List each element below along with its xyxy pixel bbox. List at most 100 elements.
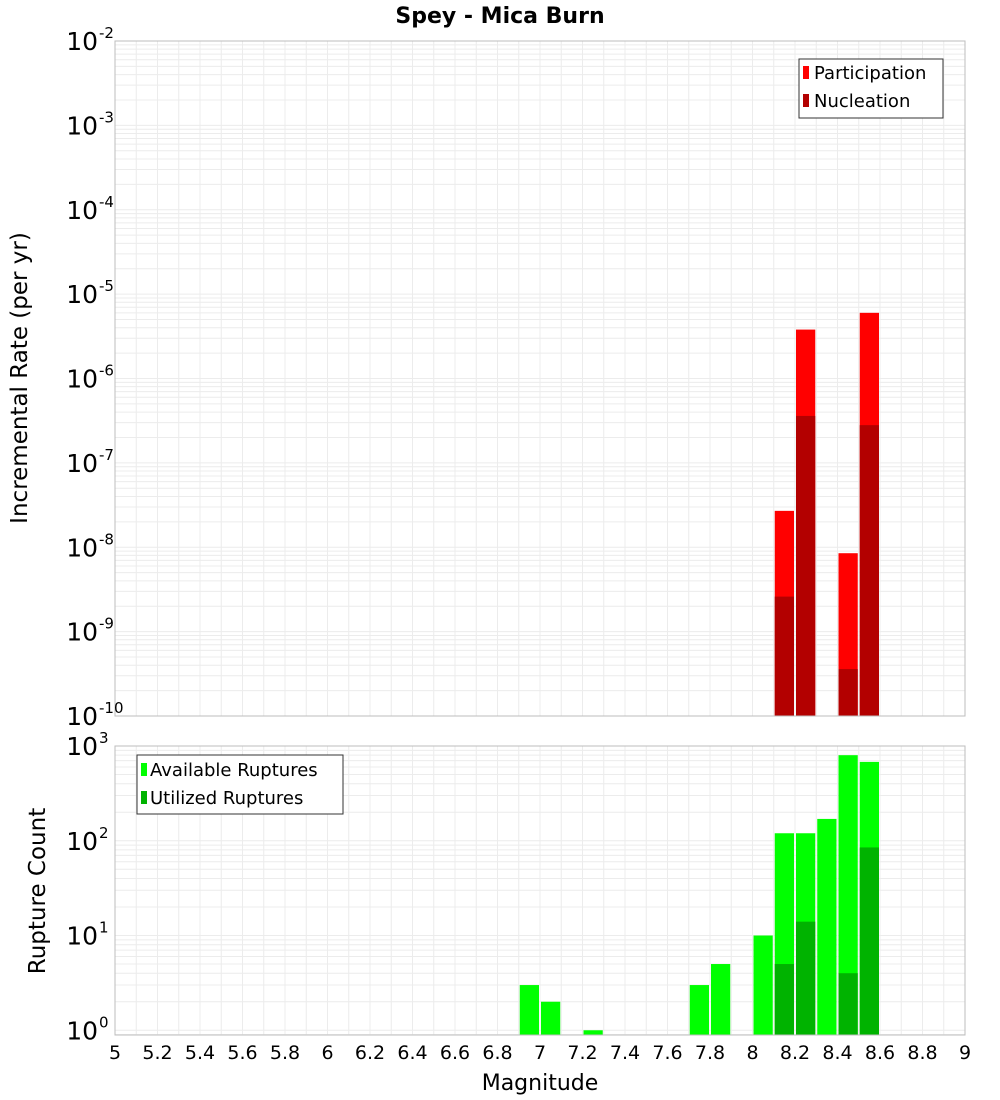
x-axis-ticks: 5 5.2 5.4 5.6 5.8 6 6.2 6.4 6.6 6.8 7 7.2 7.4 7.6 7.8 8… [109,1042,971,1064]
count-panel-frame [114,745,966,1036]
rate-y-tick: 10 -9 [66,615,114,647]
count-legend: Available Ruptures Utilized Ruptures [136,754,344,815]
x-tick-label: 6.8 [482,1042,512,1064]
rate-y-tick-base: 10 [66,196,98,225]
rate-bar-nucleation [774,596,794,716]
rate-y-tick-base: 10 [66,111,98,140]
rate-bar-nucleation [859,425,879,716]
available-legend-label: Available Ruptures [150,760,318,781]
count-bar-utilized-ruptures [796,921,816,1035]
x-tick-label: 7.6 [652,1042,682,1064]
count-y-tick-exponent: 1 [99,919,109,937]
rate-y-tick-exponent: -6 [99,362,114,380]
x-tick-label: 5.2 [142,1042,172,1064]
x-tick-label: 6.4 [397,1042,427,1064]
count-legend-box [136,754,344,815]
count-y-tick-base: 10 [66,922,98,951]
x-tick-label: 9 [959,1042,971,1064]
chart-title: Spey - Mica Burn [395,4,604,29]
rate-y-tick-base: 10 [66,618,98,647]
count-panel-bars [519,755,879,1035]
rate-y-tick: 10 -7 [66,446,114,478]
participation-legend-swatch [803,66,809,79]
count-y-tick-exponent: 3 [99,729,109,747]
rate-y-tick: 10 -2 [66,24,114,56]
rate-y-tick-base: 10 [66,449,98,478]
x-tick-label: 8.4 [822,1042,852,1064]
rate-panel-bars [774,312,879,716]
count-y-tick-base: 10 [66,732,98,761]
count-y-tick-exponent: 2 [99,824,109,842]
count-bar-utilized-ruptures [838,973,858,1035]
rate-bar-nucleation [838,669,858,716]
count-y-tick-base: 10 [66,827,98,856]
rate-y-tick-exponent: -9 [99,615,114,633]
x-axis-label: Magnitude [482,1071,599,1096]
count-bar-available-ruptures [711,964,731,1035]
x-tick-label: 5.8 [270,1042,300,1064]
count-y-tick: 10 1 [66,919,108,951]
x-tick-label: 7.8 [695,1042,725,1064]
rate-y-tick-base: 10 [66,27,98,56]
rate-y-tick-exponent: -4 [99,193,114,211]
rate-legend: Participation Nucleation [798,58,944,119]
count-bar-available-ruptures [689,985,709,1035]
nucleation-legend-label: Nucleation [814,91,910,112]
rate-y-tick: 10 -10 [66,699,123,731]
rate-y-axis-label: Incremental Rate (per yr) [7,232,33,524]
rate-y-tick: 10 -8 [66,530,114,562]
participation-legend-label: Participation [814,63,926,84]
x-tick-label: 7 [534,1042,546,1064]
count-bar-available-ruptures [753,935,773,1035]
rate-legend-box [798,58,944,119]
rate-y-tick-exponent: -8 [99,530,114,548]
count-y-axis-label: Rupture Count [25,808,51,974]
x-tick-label: 6 [321,1042,333,1064]
rate-y-tick-exponent: -2 [99,24,114,42]
rate-panel-grid [114,41,966,717]
count-bar-available-ruptures [541,1001,561,1035]
rate-y-tick-base: 10 [66,702,98,731]
count-y-tick-exponent: 0 [99,1013,109,1031]
x-tick-label: 6.2 [355,1042,385,1064]
utilized-legend-swatch [141,791,147,804]
rate-y-tick-base: 10 [66,365,98,394]
rate-bar-nucleation [796,415,816,716]
count-bar-available-ruptures [583,1030,603,1035]
rate-y-tick: 10 -3 [66,108,114,140]
rate-panel: 10-210-310-410-510-610-710-810-910-10 In… [7,24,966,731]
rate-y-tick-base: 10 [66,280,98,309]
rate-panel-frame [114,40,966,717]
rate-y-tick: 10 -4 [66,193,114,225]
x-tick-label: 7.2 [567,1042,597,1064]
rate-y-tick: 10 -6 [66,362,114,394]
rate-y-tick-base: 10 [66,533,98,562]
x-tick-label: 8.8 [907,1042,937,1064]
rate-y-tick-exponent: -7 [99,446,114,464]
x-tick-label: 8.6 [865,1042,895,1064]
count-bar-utilized-ruptures [859,847,879,1035]
available-legend-swatch [141,763,147,776]
count-bar-available-ruptures [817,818,837,1035]
count-y-tick-base: 10 [66,1016,98,1045]
rate-panel-y-ticks: 10-210-310-410-510-610-710-810-910-10 [66,24,123,731]
count-y-tick: 10 0 [66,1013,108,1045]
x-tick-label: 7.4 [610,1042,640,1064]
rate-y-tick-exponent: -3 [99,108,114,126]
x-tick-label: 5 [109,1042,121,1064]
rate-y-tick: 10 -5 [66,277,114,309]
x-tick-label: 5.4 [185,1042,215,1064]
x-tick-label: 5.6 [227,1042,257,1064]
rate-y-tick-exponent: -5 [99,277,114,295]
count-bar-utilized-ruptures [774,964,794,1035]
x-tick-label: 8.2 [780,1042,810,1064]
count-bar-available-ruptures [519,985,539,1035]
count-bar-available-ruptures [838,755,858,1035]
count-y-tick: 10 2 [66,824,108,856]
rate-y-tick-exponent: -10 [99,699,124,717]
count-y-tick: 10 3 [66,729,108,761]
nucleation-legend-swatch [803,94,809,107]
